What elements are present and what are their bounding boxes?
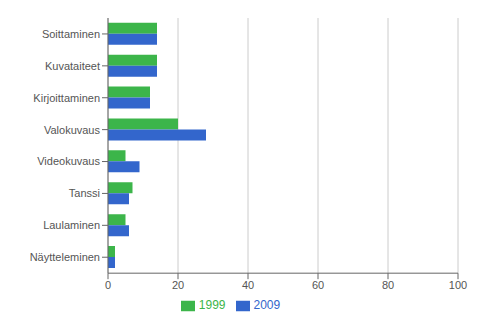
svg-text:40: 40 xyxy=(242,279,254,291)
svg-text:Soittaminen: Soittaminen xyxy=(42,28,100,40)
svg-text:0: 0 xyxy=(105,279,111,291)
svg-text:Näytteleminen: Näytteleminen xyxy=(30,251,100,263)
html-text:1999: 1999 xyxy=(198,298,226,313)
html-text:2009: 2009 xyxy=(253,298,281,313)
svg-text:20: 20 xyxy=(172,279,184,291)
svg-text:60: 60 xyxy=(312,279,324,291)
svg-text:Valokuvaus: Valokuvaus xyxy=(44,124,101,136)
svg-text:Tanssi: Tanssi xyxy=(69,187,100,199)
svg-text:100: 100 xyxy=(449,279,467,291)
svg-text:Videokuvaus: Videokuvaus xyxy=(37,155,100,167)
svg-text:Laulaminen: Laulaminen xyxy=(43,219,100,231)
svg-text:80: 80 xyxy=(382,279,394,291)
svg-text:Kuvataiteet: Kuvataiteet xyxy=(45,60,100,72)
svg-text:Kirjoittaminen: Kirjoittaminen xyxy=(33,92,100,104)
